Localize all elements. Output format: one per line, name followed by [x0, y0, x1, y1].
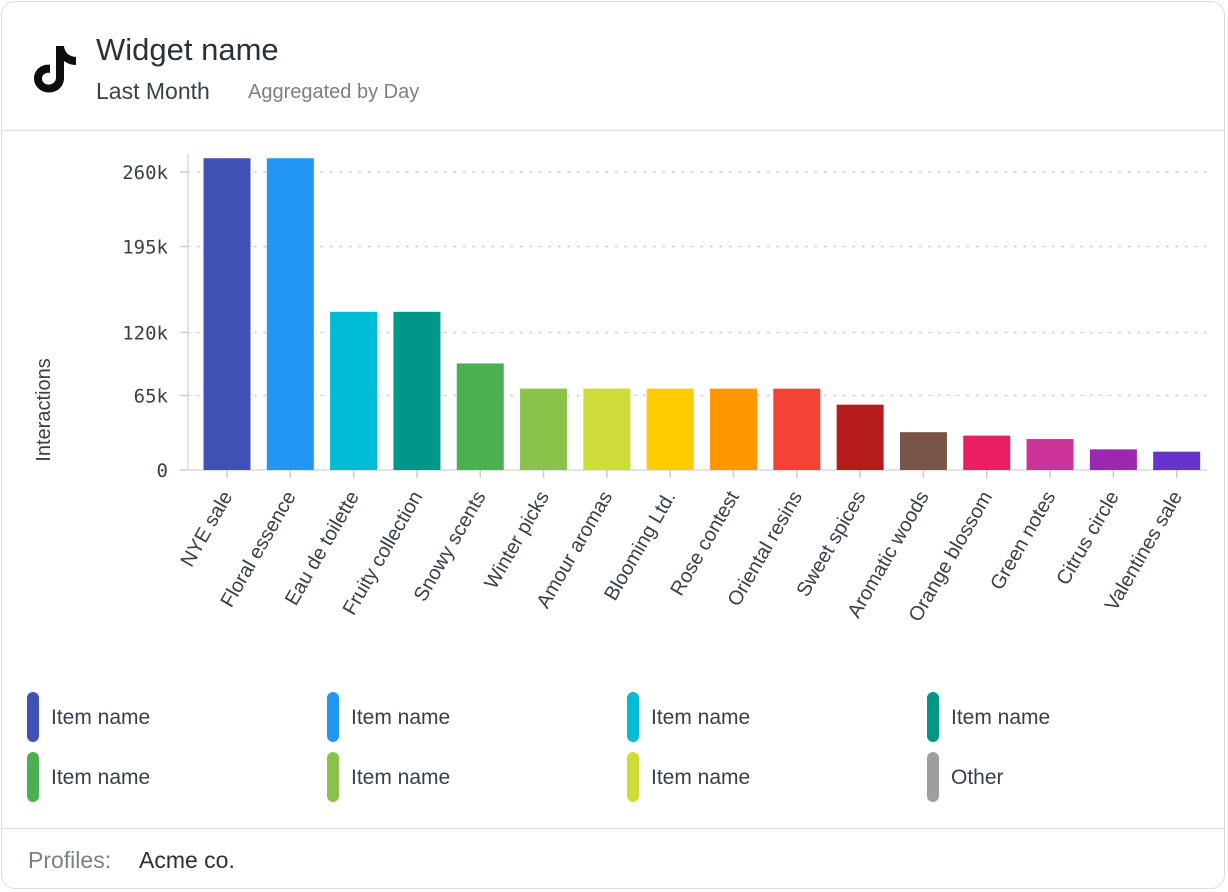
bar[interactable] [1089, 449, 1137, 470]
profiles-value[interactable]: Acme co. [139, 847, 235, 873]
legend-label: Item name [51, 766, 151, 789]
legend-swatch [27, 692, 39, 742]
legend-label: Item name [351, 766, 451, 789]
bar[interactable] [646, 388, 694, 470]
legend-label: Other [951, 766, 1004, 789]
bar[interactable] [710, 388, 757, 470]
tiktok-icon [34, 46, 76, 93]
y-tick-label: 195k [122, 237, 168, 259]
legend-swatch [327, 692, 339, 742]
x-tick-label: Winter picks [480, 488, 554, 593]
bar[interactable] [836, 404, 884, 470]
y-tick-label: 260k [122, 162, 168, 184]
legend-label: Item name [651, 766, 751, 789]
legend-label: Item name [651, 706, 751, 729]
legend-label: Item name [951, 706, 1051, 729]
y-axis-label: Interactions [33, 358, 55, 461]
bar[interactable] [1026, 439, 1074, 470]
legend-swatch [327, 752, 339, 802]
bar[interactable] [203, 158, 251, 470]
y-tick-label: 65k [134, 386, 169, 408]
legend-swatch [927, 692, 939, 742]
bar[interactable] [899, 432, 947, 470]
legend-label: Item name [351, 706, 451, 729]
widget-title: Widget name [96, 32, 279, 67]
legend-swatch [927, 752, 939, 802]
y-tick-label: 120k [122, 322, 168, 344]
legend-swatch [627, 692, 639, 742]
x-tick-label: Green notes [986, 488, 1060, 594]
bar[interactable] [520, 388, 568, 470]
widget-footer: Profiles: Acme co. [2, 828, 1224, 888]
bar[interactable] [266, 158, 314, 470]
bar[interactable] [393, 311, 441, 470]
bar[interactable] [330, 311, 378, 470]
widget-header: Widget name Last Month Aggregated by Day [2, 2, 1224, 131]
profiles-label: Profiles: [28, 847, 112, 873]
bar[interactable] [456, 363, 504, 470]
bar[interactable] [1153, 451, 1201, 470]
legend-swatch [27, 752, 39, 802]
x-tick-label: NYE sale [177, 488, 238, 571]
legend-swatch [627, 752, 639, 802]
x-tick-label: Citrus circle [1052, 488, 1123, 589]
period-label[interactable]: Last Month [96, 78, 210, 104]
bar[interactable] [773, 388, 821, 470]
bar[interactable] [963, 435, 1011, 470]
legend-label: Item name [51, 706, 151, 729]
aggregation-label: Aggregated by Day [248, 81, 420, 103]
bar[interactable] [583, 388, 631, 470]
y-tick-label: 0 [157, 460, 168, 482]
